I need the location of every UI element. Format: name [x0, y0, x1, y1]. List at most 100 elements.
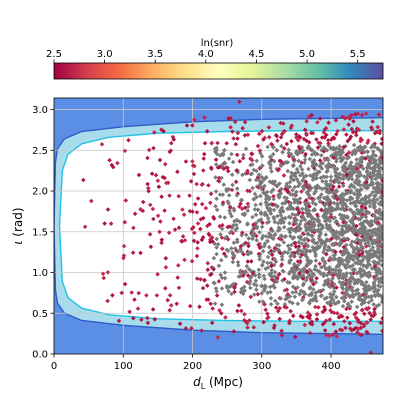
scatter-point [281, 240, 287, 245]
x-tick-label: 400 [322, 361, 341, 372]
scatter-point [336, 299, 341, 304]
scatter-point [271, 325, 277, 331]
scatter-point [309, 275, 315, 280]
scatter-point [350, 224, 356, 230]
scatter-point [289, 123, 295, 128]
scatter-point [310, 216, 315, 221]
scatter-point [353, 292, 359, 297]
scatter-point [316, 305, 321, 310]
scatter-point [105, 270, 111, 275]
scatter-point [350, 221, 356, 227]
scatter-point [275, 138, 280, 143]
scatter-point [322, 278, 328, 284]
scatter-point [257, 257, 262, 262]
scatter-point [303, 179, 309, 185]
scatter-point [293, 289, 299, 295]
scatter-point [364, 280, 369, 285]
scatter-point [261, 319, 266, 325]
scatter-point [372, 260, 378, 266]
scatter-point [152, 317, 158, 322]
scatter-point [354, 271, 360, 276]
scatter-point [176, 285, 182, 291]
plot-frame [53, 97, 384, 355]
scatter-point [252, 292, 257, 297]
scatter-point [295, 285, 300, 290]
scatter-point [268, 206, 273, 212]
scatter-point [374, 270, 379, 275]
scatter-point [342, 298, 347, 304]
scatter-point [376, 185, 382, 191]
scatter-point [292, 334, 298, 340]
scatter-point [300, 315, 305, 320]
scatter-point [338, 155, 343, 161]
scatter-point [308, 219, 314, 225]
scatter-point [222, 270, 228, 275]
scatter-point [358, 240, 363, 246]
scatter-point [163, 286, 168, 291]
scatter-point [341, 163, 347, 168]
scatter-point [301, 177, 306, 182]
scatter-point [335, 311, 340, 316]
scatter-point [322, 328, 328, 333]
scatter-point [328, 209, 333, 214]
scatter-point [317, 261, 322, 266]
scatter-point [324, 174, 330, 180]
scatter-point [265, 316, 270, 321]
scatter-point [371, 212, 377, 218]
scatter-point [365, 256, 370, 262]
scatter-point [261, 288, 267, 293]
scatter-point [377, 228, 383, 233]
scatter-point [284, 287, 290, 292]
scatter-point [108, 221, 114, 226]
scatter-point [345, 301, 351, 306]
scatter-point [279, 262, 285, 267]
scatter-point [366, 294, 371, 300]
scatter-point [213, 286, 219, 291]
scatter-point [313, 290, 319, 296]
scatter-point [310, 298, 316, 303]
scatter-point [272, 285, 277, 290]
scatter-point [290, 154, 296, 160]
scatter-point [307, 313, 313, 318]
scatter-point [199, 328, 204, 333]
scatter-point [333, 249, 338, 255]
scatter-point [333, 329, 339, 334]
scatter-point [366, 300, 372, 305]
scatter-point [279, 328, 284, 334]
scatter-point [372, 130, 378, 136]
scatter-point [298, 164, 303, 169]
scatter-point [260, 248, 266, 254]
scatter-point [354, 304, 360, 310]
scatter-point [323, 318, 329, 323]
scatter-point [283, 215, 288, 221]
scatter-point [275, 275, 280, 281]
scatter-point [341, 295, 347, 301]
scatter-point [347, 304, 353, 309]
scatter-point [372, 306, 377, 312]
scatter-point [342, 251, 347, 256]
scatter-point [261, 243, 267, 249]
scatter-point [306, 192, 312, 198]
scatter-point [305, 258, 310, 263]
scatter-point [265, 144, 270, 150]
scatter-point [344, 288, 349, 294]
scatter-point [345, 258, 351, 264]
scatter-point [182, 257, 187, 263]
scatter-point [340, 149, 346, 155]
scatter-point [301, 268, 306, 273]
scatter-point [319, 265, 324, 270]
scatter-point [292, 294, 298, 299]
scatter-point [251, 282, 257, 287]
scatter-point [273, 259, 279, 264]
scatter-point [370, 245, 376, 250]
scatter-point [219, 286, 225, 291]
scatter-point [311, 237, 316, 242]
scatter-point [204, 297, 209, 302]
scatter-point [366, 287, 372, 292]
scatter-point [379, 299, 383, 305]
scatter-point [248, 294, 254, 300]
scatter-point [351, 257, 356, 263]
scatter-point [340, 303, 346, 309]
scatter-point [324, 251, 329, 257]
scatter-point [344, 262, 350, 267]
